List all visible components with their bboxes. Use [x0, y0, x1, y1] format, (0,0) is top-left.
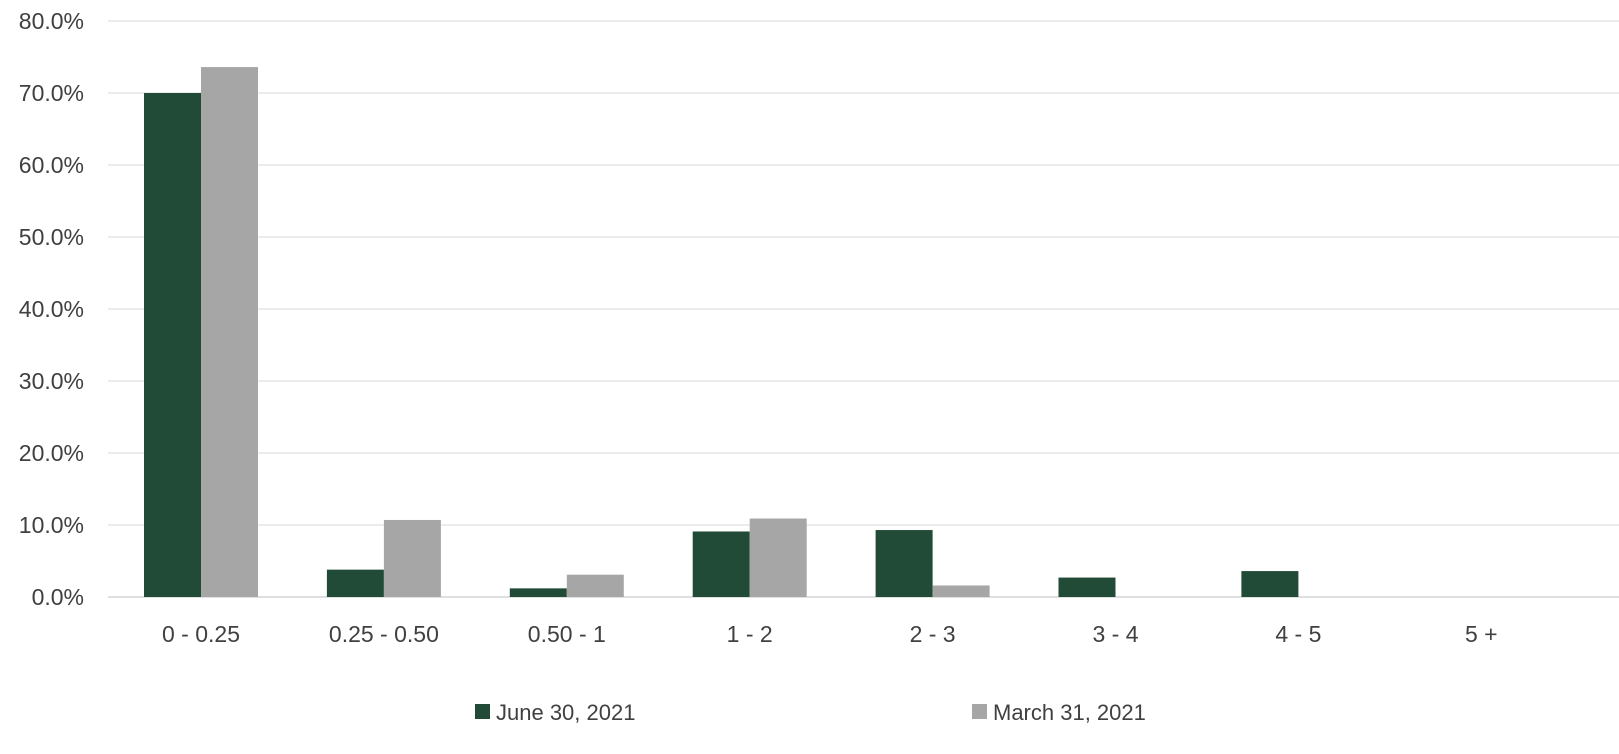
- bar-june-30-2021: [692, 531, 750, 597]
- legend-item: March 31, 2021: [972, 700, 1146, 725]
- y-tick-label: 30.0%: [19, 368, 84, 394]
- y-tick-label: 80.0%: [19, 8, 84, 34]
- y-tick-label: 0.0%: [32, 584, 84, 610]
- y-tick-label: 10.0%: [19, 512, 84, 538]
- legend-swatch: [475, 704, 490, 719]
- legend-label: March 31, 2021: [993, 700, 1146, 725]
- bar-june-30-2021: [875, 530, 933, 597]
- x-axis-tick-labels: 0 - 0.25 0.25 - 0.50 0.50 - 1 1 - 2 2 - 3 3 -…: [162, 621, 1498, 647]
- x-tick-label: 5 +: [1465, 621, 1498, 647]
- x-tick-label: 2 - 3: [910, 621, 956, 647]
- bar-june-30-2021: [509, 588, 567, 597]
- x-tick-label: 0 - 0.25: [162, 621, 240, 647]
- bar-june-30-2021: [1058, 577, 1116, 597]
- y-tick-label: 70.0%: [19, 80, 84, 106]
- legend-swatch: [972, 704, 987, 719]
- x-tick-label: 0.50 - 1: [528, 621, 606, 647]
- y-tick-label: 40.0%: [19, 296, 84, 322]
- bar-june-30-2021: [1241, 571, 1299, 597]
- bar-march-31-2021: [201, 67, 258, 597]
- bar-march-31-2021: [566, 574, 624, 597]
- x-tick-label: 3 - 4: [1092, 621, 1138, 647]
- x-tick-label: 1 - 2: [727, 621, 773, 647]
- bar-march-31-2021: [383, 519, 441, 597]
- x-tick-label: 4 - 5: [1275, 621, 1321, 647]
- legend: June 30, 2021 March 31, 2021: [475, 700, 1146, 725]
- gridlines: [108, 20, 1619, 598]
- y-tick-label: 50.0%: [19, 224, 84, 250]
- y-tick-label: 60.0%: [19, 152, 84, 178]
- y-axis-tick-labels: 0.0% 10.0% 20.0% 30.0% 40.0% 50.0% 60.0% 70.0% 8…: [19, 8, 84, 610]
- bar-june-30-2021: [326, 569, 384, 597]
- bar-june-30-2021: [144, 93, 201, 597]
- y-tick-label: 20.0%: [19, 440, 84, 466]
- legend-item: June 30, 2021: [475, 700, 635, 725]
- x-tick-label: 0.25 - 0.50: [329, 621, 439, 647]
- bar-march-31-2021: [749, 518, 807, 597]
- bars: [144, 67, 1299, 597]
- bar-march-31-2021: [932, 585, 990, 597]
- legend-label: June 30, 2021: [496, 700, 635, 725]
